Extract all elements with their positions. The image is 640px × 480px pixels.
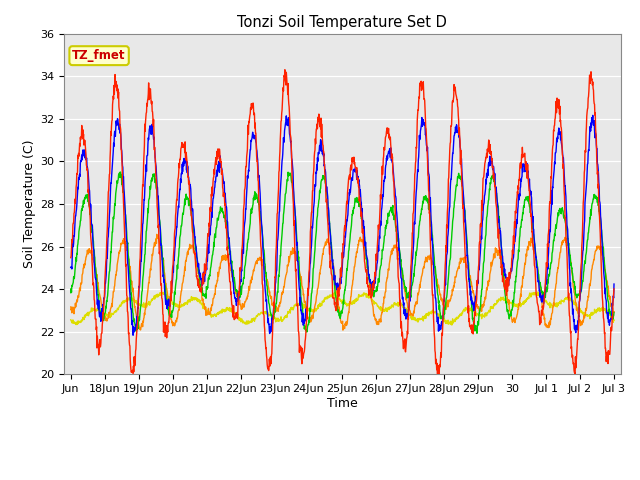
Title: Tonzi Soil Temperature Set D: Tonzi Soil Temperature Set D (237, 15, 447, 30)
X-axis label: Time: Time (327, 397, 358, 410)
Text: TZ_fmet: TZ_fmet (72, 49, 126, 62)
Y-axis label: Soil Temperature (C): Soil Temperature (C) (23, 140, 36, 268)
